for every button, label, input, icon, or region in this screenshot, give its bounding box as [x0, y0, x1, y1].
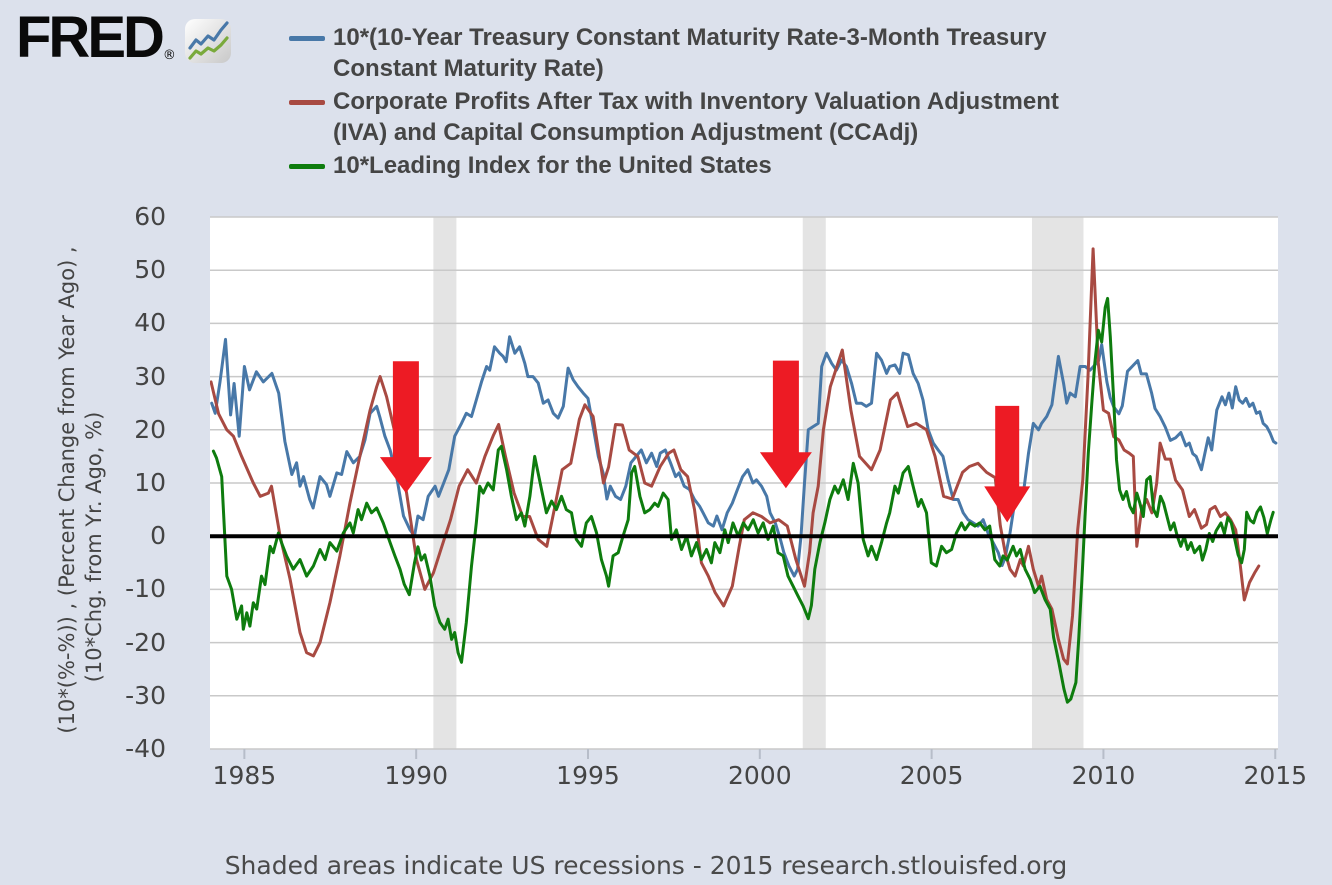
down-arrow-annotation [984, 405, 1031, 523]
source-note: Shaded areas indicate US recessions - 20… [224, 851, 1068, 880]
y-tick-label: 20 [134, 414, 166, 444]
down-arrow-annotation [759, 360, 812, 489]
legend-label: 10*(10-Year Treasury Constant Maturity R… [333, 24, 1047, 82]
legend-item-leading-index[interactable]: 10*Leading Index for the United States [289, 150, 1199, 181]
y-tick-label: 30 [134, 361, 166, 391]
legend: 10*(10-Year Treasury Constant Maturity R… [289, 22, 1199, 183]
x-tick-label: 2010 [1071, 761, 1136, 790]
legend-label: 10*Leading Index for the United States [333, 152, 772, 179]
x-tick-label: 1995 [556, 761, 620, 790]
y-tick-label: 50 [134, 255, 166, 285]
legend-swatch-blue [289, 36, 325, 41]
legend-label: Corporate Profits After Tax with Invento… [333, 88, 1059, 146]
x-tick-label: 2015 [1243, 761, 1308, 790]
x-tick-label: 1985 [212, 761, 277, 790]
series-leading-index-line [211, 296, 1275, 704]
x-tick-label: 2005 [899, 761, 964, 790]
y-tick-label: -10 [125, 574, 166, 604]
y-tick-label: 10 [134, 468, 166, 497]
legend-swatch-green [289, 164, 325, 169]
fred-logo[interactable]: FRED ® [16, 5, 232, 70]
x-tick-label: 1990 [384, 761, 448, 790]
fred-logo-text: FRED [16, 5, 165, 70]
y-tick-label: 60 [134, 202, 166, 231]
y-tick-label: -30 [125, 680, 166, 710]
series-corporate-profits-line [210, 247, 1261, 666]
down-arrow-annotation [379, 361, 432, 494]
y-tick-label: 0 [150, 521, 166, 551]
y-tick-label: -40 [125, 734, 166, 763]
legend-item-corporate-profits[interactable]: Corporate Profits After Tax with Invento… [289, 86, 1199, 148]
y-tick-label: -20 [125, 627, 166, 657]
y-tick-label: 40 [134, 308, 166, 338]
registered-trademark-icon: ® [162, 48, 176, 63]
legend-swatch-red [289, 100, 325, 105]
x-tick-label: 2000 [727, 761, 792, 790]
legend-item-treasury-spread[interactable]: 10*(10-Year Treasury Constant Maturity R… [289, 22, 1199, 84]
line-chart-icon [184, 19, 231, 63]
series-treasury-spread-line [210, 335, 1278, 578]
